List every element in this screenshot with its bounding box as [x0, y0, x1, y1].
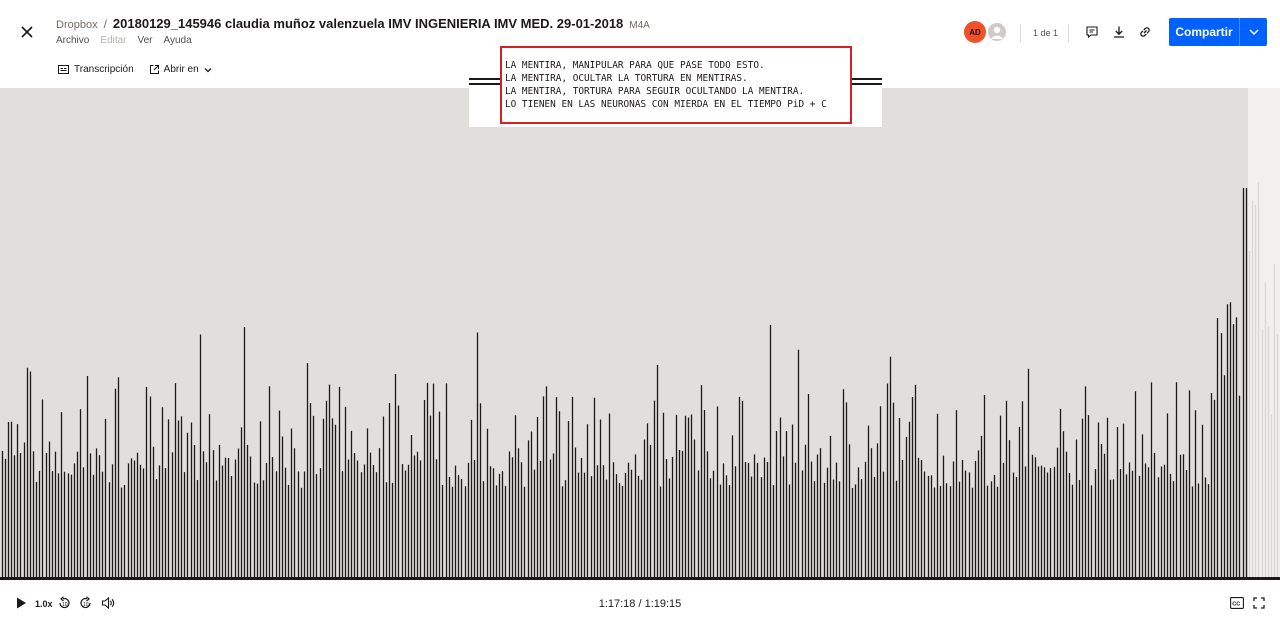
unplayed-region [1248, 88, 1280, 580]
open-in-button[interactable]: Abrir en [149, 64, 212, 75]
fullscreen-icon[interactable] [1253, 596, 1265, 614]
breadcrumb-root[interactable]: Dropbox [56, 19, 98, 31]
rewind-icon[interactable]: 10 [57, 596, 71, 615]
note-overlay: LA MENTIRA, MANIPULAR PARA QUE PASE TODO… [469, 44, 882, 127]
download-icon[interactable] [1111, 24, 1127, 40]
user-icon [991, 26, 1003, 39]
waveform-baseline [0, 577, 1280, 580]
svg-text:CC: CC [1232, 601, 1240, 607]
file-name[interactable]: 20180129_145946 claudia muñoz valenzuela… [112, 16, 624, 31]
note-line-3: LA MENTIRA, TORTURA PARA SEGUIR OCULTAND… [505, 86, 805, 97]
divider [1068, 24, 1069, 42]
close-icon[interactable] [17, 22, 37, 42]
captions-icon[interactable]: CC [1230, 596, 1244, 614]
chevron-down-icon [1248, 29, 1259, 35]
menu-ver[interactable]: Ver [137, 35, 153, 46]
waveform-bars[interactable] [0, 88, 1280, 580]
forward-icon[interactable]: 10 [79, 596, 93, 615]
playback-time: 1:17:18 / 1:19:15 [598, 598, 682, 610]
note-line-2: LA MENTIRA, OCULTAR LA TORTURA EN MENTIR… [505, 73, 748, 84]
avatar[interactable]: AD [964, 21, 986, 43]
divider [1020, 24, 1021, 42]
transcription-button[interactable]: Transcripción [58, 64, 134, 75]
transcription-label: Transcripción [74, 64, 134, 75]
note-line-1: LA MENTIRA, MANIPULAR PARA QUE PASE TODO… [505, 60, 765, 71]
playback-speed[interactable]: 1.0x [35, 599, 53, 609]
menu-archivo[interactable]: Archivo [56, 35, 90, 46]
share-button[interactable]: Compartir [1175, 25, 1233, 39]
menu-bar: Archivo Editar Ver Ayuda [56, 35, 192, 46]
file-extension: M4A [629, 20, 650, 31]
note-line-4: LO TIENEN EN LAS NEURONAS CON MIERDA EN … [505, 99, 827, 110]
breadcrumb: Dropbox / 20180129_145946 claudia muñoz … [56, 16, 650, 31]
collaborators: AD [964, 21, 1008, 43]
link-icon[interactable] [1137, 24, 1153, 40]
external-icon [149, 65, 159, 74]
open-in-label: Abrir en [163, 64, 199, 75]
comment-icon[interactable] [1084, 24, 1100, 40]
chevron-down-icon [204, 67, 212, 72]
toolbar: Transcripción Abrir en [58, 64, 212, 75]
share-button-group: Compartir [1169, 18, 1267, 46]
avatar-placeholder[interactable] [986, 21, 1008, 43]
volume-icon[interactable] [101, 596, 115, 615]
breadcrumb-separator: / [103, 17, 107, 31]
page-count: 1 de 1 [1033, 28, 1059, 38]
transcript-icon [58, 65, 69, 74]
waveform[interactable] [0, 88, 1280, 580]
play-icon[interactable] [15, 596, 27, 615]
menu-ayuda[interactable]: Ayuda [163, 35, 192, 46]
svg-text:10: 10 [83, 602, 89, 608]
player-controls: 1.0x 10 10 1:17:18 / 1:19:15 CC [0, 582, 1280, 625]
menu-editar: Editar [100, 35, 127, 46]
note-box: LA MENTIRA, MANIPULAR PARA QUE PASE TODO… [500, 46, 852, 124]
share-dropdown-button[interactable] [1239, 18, 1267, 46]
svg-text:10: 10 [62, 602, 68, 608]
